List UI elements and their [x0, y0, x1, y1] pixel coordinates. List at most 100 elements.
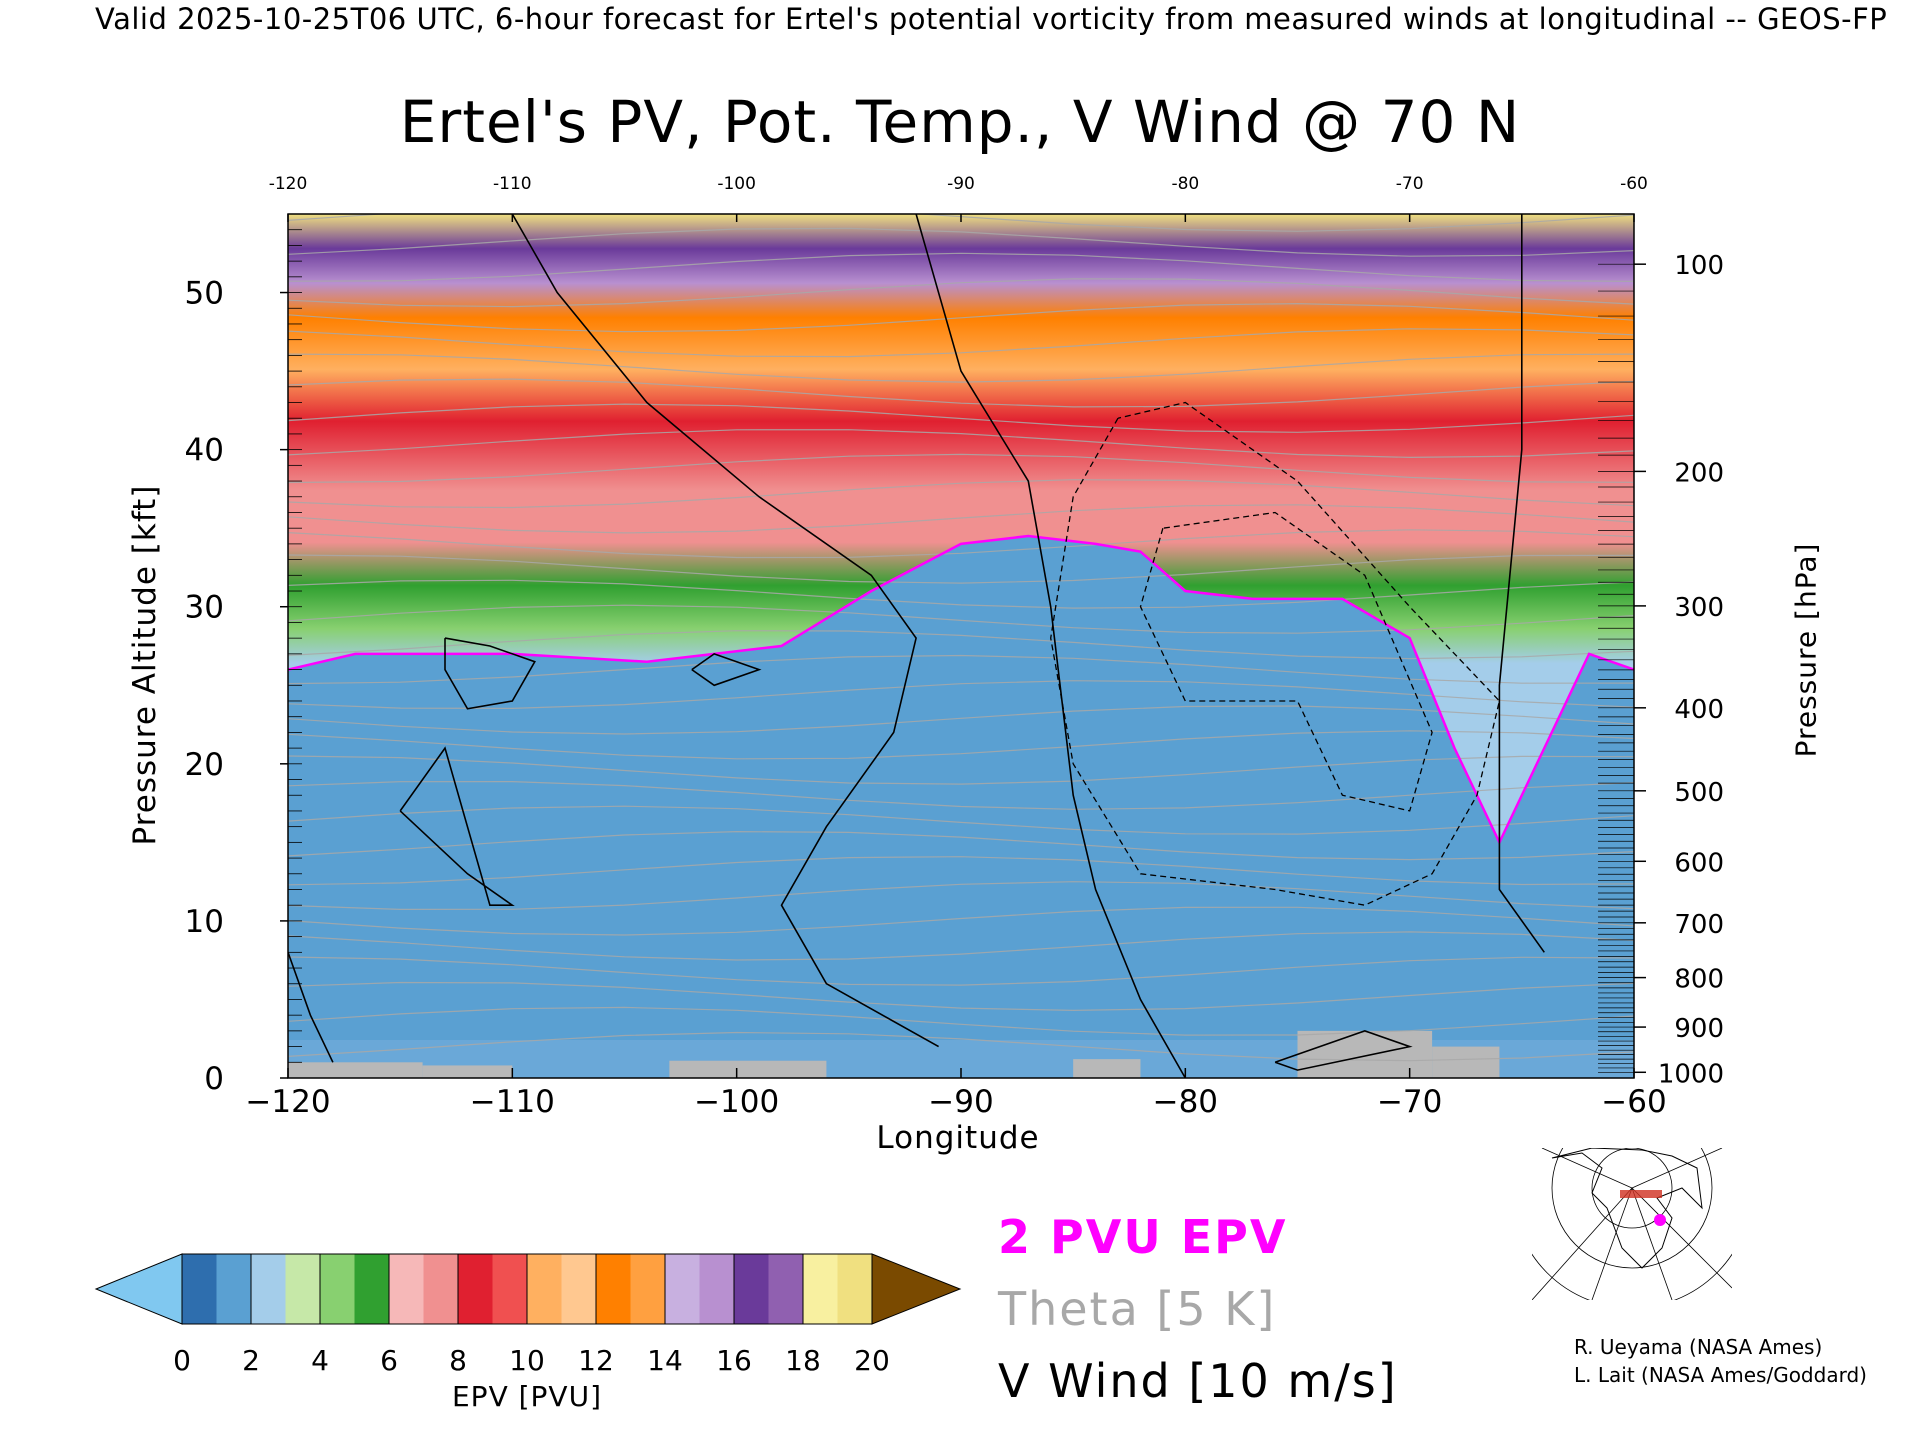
vwind-contour: [288, 952, 334, 1063]
theta-line: [288, 252, 1634, 282]
theta-line: [288, 403, 1634, 433]
theta-line: [288, 278, 1634, 308]
credit-line-2: L. Lait (NASA Ames/Goddard): [1574, 1363, 1867, 1387]
theta-line: [288, 429, 1634, 459]
colorbar-segment: [768, 1254, 804, 1324]
x-tick-label-top: -120: [269, 174, 308, 194]
p-tick-label: 1000: [1658, 1059, 1724, 1089]
colorbar-tick-label: 4: [311, 1344, 329, 1377]
p-tick-label: 700: [1674, 910, 1724, 940]
colorbar-tick-label: 2: [242, 1344, 260, 1377]
colorbar-segment: [803, 1254, 838, 1324]
vwind-contour: [1274, 1030, 1413, 1071]
colorbar-over: [871, 1253, 962, 1325]
colorbar-segment: [596, 1254, 631, 1324]
theta-line: [288, 730, 1634, 760]
theta-line: [288, 328, 1634, 358]
colorbar: 0 2 4 6 8 10 12 14 16 18 20: [94, 1253, 962, 1377]
colorbar-segment: [389, 1254, 424, 1324]
colorbar-tick-label: 14: [647, 1344, 683, 1377]
x-tick-label: −100: [694, 1084, 779, 1120]
colorbar-label: EPV [PVU]: [451, 1380, 603, 1413]
y-tick-label: 10: [185, 904, 224, 940]
colorbar-segment: [182, 1254, 217, 1324]
colorbar-segment: [423, 1254, 459, 1324]
colorbar-segment: [251, 1254, 286, 1324]
x-tick-label: −110: [470, 1084, 555, 1120]
x-tick-label-top: -70: [1396, 174, 1424, 194]
y-axis-label-right: Pressure [hPa]: [1789, 542, 1823, 758]
p-tick-label: 300: [1674, 593, 1724, 623]
theta-line: [288, 680, 1634, 710]
x-tick-label-top: -100: [717, 174, 756, 194]
theta-line: [288, 302, 1634, 333]
y-tick-label: 40: [185, 433, 224, 469]
theta-line: [288, 981, 1634, 1012]
colorbar-tick-label: 6: [380, 1344, 398, 1377]
theta-line: [288, 780, 1634, 810]
colorbar-segment: [492, 1254, 528, 1324]
legend-vwind: V Wind [10 m/s]: [998, 1354, 1398, 1408]
vwind-contour: [1498, 214, 1545, 953]
theta-line: [288, 453, 1634, 484]
colorbar-segment: [837, 1254, 873, 1324]
vwind-contour: [915, 214, 1186, 1078]
colorbar-tick-label: 18: [785, 1344, 821, 1377]
p-tick-label: 500: [1674, 778, 1724, 808]
theta-line: [288, 931, 1634, 961]
colorbar-segment: [285, 1254, 321, 1324]
colorbar-tick-label: 8: [449, 1344, 467, 1377]
y-axis-left: 0 10 20 30 40 50: [185, 213, 302, 1097]
theta-line: [288, 956, 1634, 986]
theta-line: [288, 830, 1634, 861]
credit-line-1: R. Ueyama (NASA Ames): [1574, 1335, 1823, 1359]
p-tick-label: 100: [1674, 251, 1724, 281]
y-tick-label: 50: [185, 276, 224, 312]
y-axis-label-left: Pressure Altitude [kft]: [127, 484, 163, 846]
colorbar-tick-label: 10: [509, 1344, 545, 1377]
x-tick-label: −70: [1377, 1084, 1442, 1120]
y-tick-label: 0: [204, 1061, 224, 1097]
theta-line: [288, 755, 1634, 785]
chart-title: Ertel's PV, Pot. Temp., V Wind @ 70 N: [399, 88, 1521, 156]
colorbar-segment: [320, 1254, 355, 1324]
vwind-contour: [511, 214, 939, 1048]
p-tick-label: 800: [1674, 965, 1724, 995]
terrain-block: [288, 1062, 423, 1078]
vwind-contour: [399, 746, 515, 906]
vwind-contour: [444, 637, 536, 710]
legend-theta: Theta [5 K]: [998, 1282, 1277, 1336]
colorbar-segment: [527, 1254, 562, 1324]
x-tick-label-top: -80: [1171, 174, 1199, 194]
terrain-block: [1432, 1046, 1500, 1078]
x-tick-label-top: -110: [493, 174, 532, 194]
terrain-block: [1073, 1059, 1141, 1078]
theta-line: [288, 1031, 1634, 1062]
x-axis-top: -120 -110 -100 -90 -80 -70 -60: [269, 174, 1648, 222]
x-tick-label: −120: [245, 1084, 330, 1120]
theta-line: [288, 906, 1634, 936]
colorbar-under: [94, 1253, 183, 1325]
colorbar-segment: [561, 1254, 597, 1324]
terrain-block: [422, 1065, 513, 1078]
theta-lines: [288, 214, 1634, 1062]
colorbar-tick-label: 16: [716, 1344, 752, 1377]
theta-line: [288, 579, 1634, 609]
x-tick-label: −80: [1153, 1084, 1218, 1120]
p-tick-label: 600: [1674, 848, 1724, 878]
colorbar-segment: [734, 1254, 769, 1324]
y-axis-right: 100 200 300 400 500 600 700 800 900 1000: [1598, 251, 1724, 1089]
theta-line: [288, 554, 1634, 584]
x-tick-label-top: -90: [947, 174, 975, 194]
theta-line: [288, 856, 1634, 886]
theta-line: [288, 378, 1634, 408]
vwind-contour-negative: [1139, 511, 1433, 812]
p-tick-label: 400: [1674, 695, 1724, 725]
x-axis-label: Longitude: [876, 1120, 1040, 1156]
theta-line: [288, 881, 1634, 911]
theta-line: [288, 1006, 1634, 1036]
header-text: Valid 2025-10-25T06 UTC, 6-hour forecast…: [95, 2, 1888, 36]
x-axis-bottom: −120 −110 −100 −90 −80 −70 −60: [245, 1068, 1667, 1120]
colorbar-segment: [699, 1254, 735, 1324]
